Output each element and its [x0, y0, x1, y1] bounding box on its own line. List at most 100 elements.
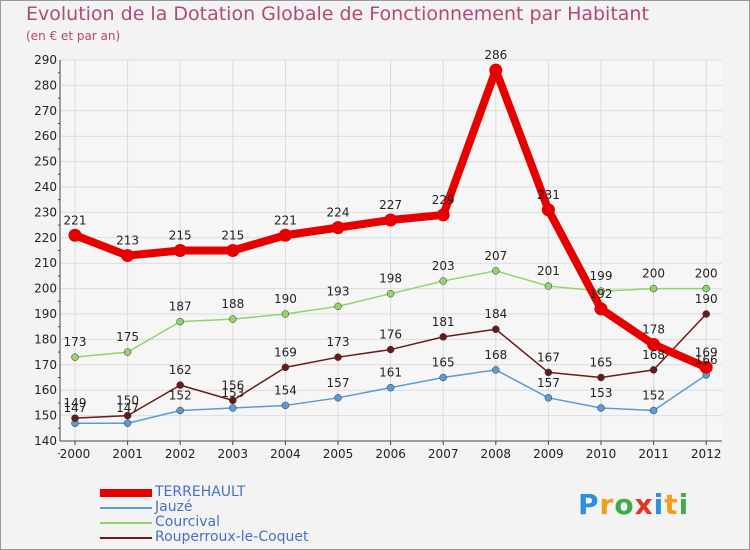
chart-title: Evolution de la Dotation Globale de Fonc…	[26, 3, 649, 25]
data-label-jauz-: 154	[274, 383, 297, 397]
x-tick-label: 2000	[60, 447, 91, 461]
data-label-terrehault: 215	[221, 229, 244, 243]
data-label-courcival: 193	[327, 284, 350, 298]
y-tick-label: 240	[34, 180, 57, 194]
legend-swatch	[100, 489, 152, 497]
data-point-jauz-	[386, 383, 395, 392]
data-point-rouperroux-le-coquet	[176, 381, 184, 389]
data-label-terrehault: 227	[379, 198, 402, 212]
data-point-rouperroux-le-coquet	[649, 366, 658, 374]
y-tick-label: 140	[34, 434, 57, 448]
data-label-jauz-: 147	[116, 401, 139, 415]
data-label-courcival: 198	[379, 272, 402, 286]
logo-letter: x	[634, 488, 654, 521]
data-point-terrehault	[647, 337, 661, 351]
y-tick-label: 180	[34, 332, 57, 346]
data-label-courcival: 187	[169, 300, 192, 314]
data-label-rouperroux-le-coquet: 176	[379, 328, 402, 342]
data-point-rouperroux-le-coquet	[334, 353, 342, 361]
data-label-rouperroux-le-coquet: 190	[695, 292, 718, 306]
data-label-rouperroux-le-coquet: 165	[590, 356, 613, 370]
y-tick-label: 230	[34, 205, 57, 219]
data-point-terrehault	[436, 208, 450, 222]
data-label-rouperroux-le-coquet: 156	[221, 378, 244, 392]
x-tick-label: 2003	[218, 447, 249, 461]
legend-item: Jauzé	[100, 499, 360, 515]
data-label-rouperroux-le-coquet: 173	[327, 335, 350, 349]
data-point-rouperroux-le-coquet	[702, 310, 710, 318]
data-label-jauz-: 166	[695, 353, 718, 367]
data-label-courcival: 190	[274, 292, 297, 306]
legend-swatch	[100, 537, 152, 539]
data-point-courcival	[334, 302, 342, 311]
data-point-jauz-	[176, 406, 184, 415]
data-point-rouperroux-le-coquet	[386, 345, 395, 354]
data-label-terrehault: 192	[590, 287, 613, 301]
data-point-rouperroux-le-coquet	[281, 363, 290, 372]
legend-label: Jauzé	[155, 499, 193, 515]
data-label-jauz-: 153	[590, 386, 613, 400]
data-label-courcival: 201	[537, 264, 560, 278]
data-point-jauz-	[334, 394, 342, 402]
data-point-jauz-	[597, 404, 605, 412]
data-label-terrehault: 229	[432, 193, 455, 207]
data-point-courcival	[229, 315, 237, 323]
data-label-courcival: 199	[590, 269, 613, 283]
data-label-rouperroux-le-coquet: 169	[274, 345, 297, 359]
logo-letter: i	[653, 488, 665, 521]
x-tick-label: 2002	[165, 447, 196, 461]
data-point-terrehault	[594, 302, 608, 316]
x-tick-label: 2011	[638, 447, 669, 461]
legend-label: Courcival	[155, 514, 221, 530]
legend-label: Rouperroux-le-Coquet	[155, 529, 309, 545]
data-point-courcival	[176, 317, 184, 326]
data-label-terrehault: 213	[116, 234, 139, 248]
data-point-jauz-	[492, 366, 500, 374]
data-label-courcival: 207	[484, 249, 507, 263]
data-point-terrehault	[489, 63, 503, 77]
data-label-courcival: 188	[221, 297, 244, 311]
data-label-courcival: 200	[695, 267, 718, 281]
logo-letter: r	[599, 488, 615, 521]
data-point-courcival	[439, 277, 447, 285]
logo-letter: t	[664, 488, 679, 521]
y-tick-label: 210	[34, 256, 57, 270]
data-point-terrehault	[384, 213, 398, 227]
data-point-rouperroux-le-coquet	[544, 368, 553, 377]
data-point-courcival	[492, 267, 500, 275]
data-label-terrehault: 178	[642, 322, 665, 336]
data-label-rouperroux-le-coquet: 167	[537, 350, 560, 364]
data-point-terrehault	[331, 221, 345, 235]
data-point-rouperroux-le-coquet	[597, 373, 605, 382]
data-label-terrehault: 215	[169, 229, 192, 243]
data-point-terrehault	[173, 244, 187, 257]
data-label-courcival: 175	[116, 330, 139, 344]
data-point-courcival	[702, 284, 710, 293]
y-tick-label: 160	[34, 383, 57, 397]
data-label-jauz-: 168	[484, 348, 507, 362]
chart-subtitle: (en € et par an)	[26, 29, 121, 43]
data-point-rouperroux-le-coquet	[492, 325, 500, 333]
y-tick-label: 170	[34, 358, 57, 372]
legend-swatch	[100, 507, 152, 509]
data-point-terrehault	[226, 244, 240, 257]
legend-swatch	[100, 522, 152, 524]
data-point-courcival	[123, 348, 132, 356]
data-point-terrehault	[278, 228, 292, 242]
y-tick-label: 270	[34, 104, 57, 118]
proxiti-logo: Proxiti	[578, 488, 689, 521]
data-point-jauz-	[439, 373, 447, 382]
data-label-rouperroux-le-coquet: 184	[484, 307, 507, 321]
data-label-jauz-: 161	[379, 366, 402, 380]
y-tick-label: 220	[34, 231, 57, 245]
x-tick-label: 2009	[533, 447, 564, 461]
data-point-jauz-	[649, 406, 658, 415]
data-label-terrehault: 286	[484, 48, 507, 62]
data-label-rouperroux-le-coquet: 181	[432, 315, 455, 329]
data-point-terrehault	[121, 249, 135, 263]
x-tick-label: 2001	[112, 447, 143, 461]
data-point-rouperroux-le-coquet	[229, 396, 237, 405]
y-tick-label: 250	[34, 155, 57, 169]
data-point-jauz-	[229, 404, 237, 412]
